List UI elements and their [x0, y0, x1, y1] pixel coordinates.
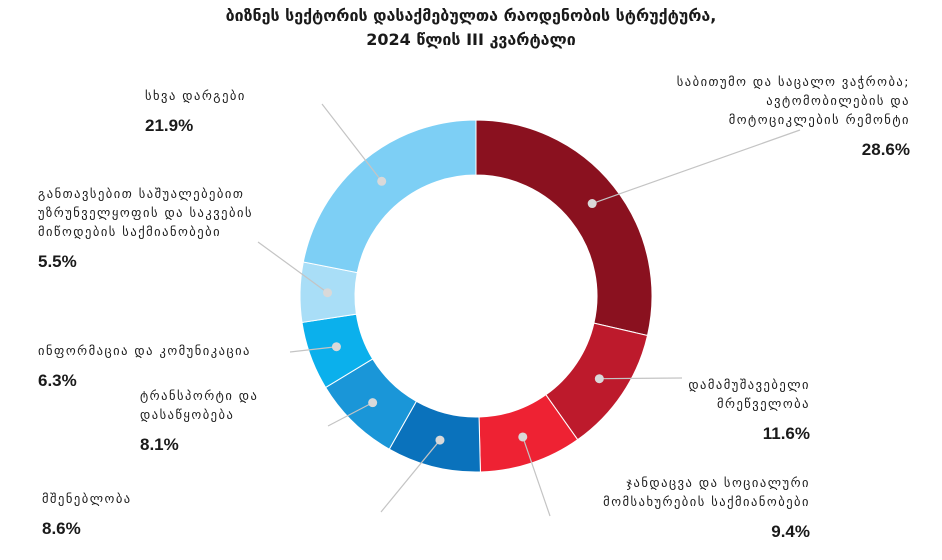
slice-marker-4 [435, 435, 445, 445]
slice-label-2-line-2: მრეწველობა [717, 396, 810, 411]
slice-label-7-line-3: მიწოდების საქმიანობები [38, 224, 221, 239]
slice-label-2-line-1: დამამუშავებელი [688, 377, 810, 392]
slice-label-5-line-1: ტრანსპორტი და [140, 388, 258, 403]
slice-label-4-line-1: მშენებლობა [42, 491, 132, 506]
slice-marker-2 [594, 374, 604, 384]
chart-title: ბიზნეს სექტორის დასაქმებულთა რაოდენობის … [0, 4, 942, 52]
leader-line-7 [257, 241, 328, 294]
chart-title-line2: 2024 წლის III კვარტალი [366, 30, 576, 49]
slice-marker-7 [323, 288, 333, 298]
slice-label-7-line-1: განთავსებით საშუალებებით [38, 186, 244, 201]
leader-line-8 [321, 103, 383, 182]
chart-title-line1: ბიზნეს სექტორის დასაქმებულთა რაოდენობის … [225, 6, 717, 25]
leader-line-1 [591, 129, 801, 205]
slice-label-1-line-3: მოტოციკლების რემონტი [729, 112, 910, 127]
donut-slice-8 [302, 119, 477, 274]
leader-line-3 [522, 436, 551, 517]
slice-value-4: 8.6% [42, 519, 81, 538]
slice-value-3: 9.4% [771, 522, 810, 541]
leader-line-5 [327, 402, 373, 427]
slice-marker-3 [518, 432, 528, 442]
slice-label-3-line-2: მომსახურების საქმიანობები [603, 494, 810, 509]
slice-label-1-line-2: ავტომობილების და [766, 93, 910, 108]
slice-label-5-line-2: დასაწყობება [140, 407, 234, 422]
leader-line-6 [289, 346, 337, 353]
slice-value-6: 6.3% [38, 371, 77, 390]
slice-value-8: 21.9% [145, 116, 193, 135]
slice-value-2: 11.6% [763, 424, 810, 443]
slice-label-3-line-1: ჯანდაცვა და სოციალური [626, 475, 810, 490]
slice-value-7: 5.5% [38, 252, 77, 271]
slice-marker-6 [331, 342, 341, 352]
slice-marker-8 [377, 176, 387, 186]
slice-value-5: 8.1% [140, 435, 179, 454]
slice-value-1: 28.6% [862, 140, 910, 159]
leader-line-2 [599, 377, 683, 380]
slice-label-6-line-1: ინფორმაცია და კომუნიკაცია [38, 343, 251, 358]
slice-label-7-line-2: უზრუნველყოფის და საკვების [38, 205, 253, 220]
slice-marker-5 [368, 398, 378, 408]
donut-slice-1 [475, 119, 653, 337]
slice-label-1-line-1: საბითუმო და საცალო ვაჭრობა; [677, 74, 910, 89]
slice-marker-1 [587, 199, 597, 209]
slice-label-8-line-1: სხვა დარგები [145, 88, 246, 103]
leader-line-4 [380, 439, 441, 513]
